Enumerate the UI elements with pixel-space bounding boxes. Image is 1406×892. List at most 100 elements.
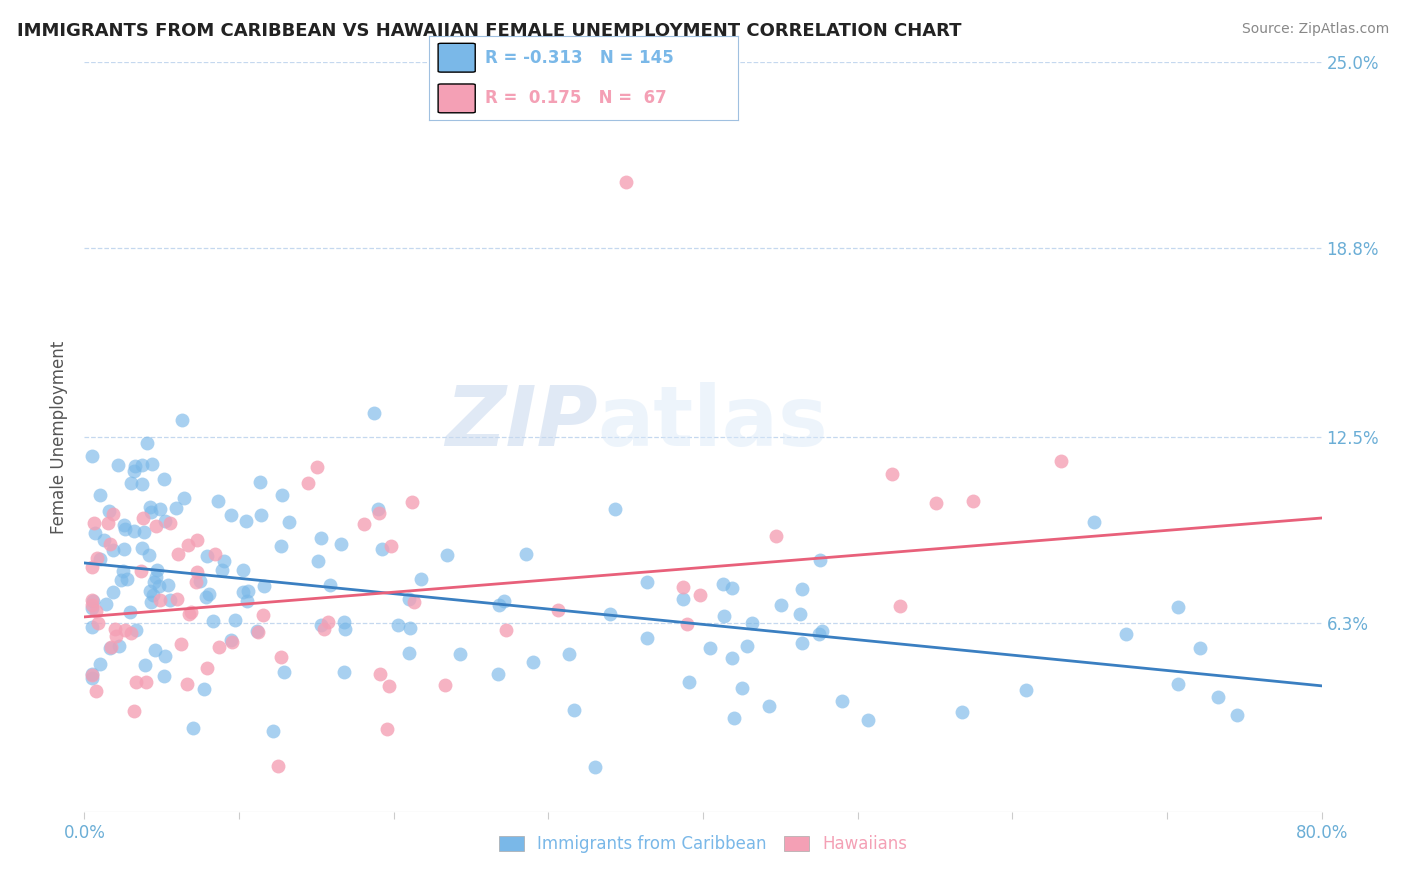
Point bbox=[401, 494, 423, 508]
Point bbox=[221, 635, 243, 649]
Point bbox=[270, 649, 292, 664]
Point bbox=[882, 467, 904, 482]
Point bbox=[1206, 690, 1229, 704]
Point bbox=[84, 604, 107, 618]
Point bbox=[149, 593, 172, 607]
Point bbox=[197, 587, 219, 601]
Point bbox=[138, 500, 160, 514]
Point bbox=[699, 641, 721, 656]
Point bbox=[82, 671, 104, 685]
Point bbox=[433, 678, 456, 692]
Point bbox=[186, 566, 208, 580]
Point bbox=[165, 500, 187, 515]
Point bbox=[380, 539, 402, 553]
Point bbox=[398, 591, 420, 606]
Point bbox=[115, 572, 138, 586]
Point bbox=[614, 175, 637, 189]
Point bbox=[135, 436, 157, 450]
Point bbox=[87, 616, 110, 631]
Point bbox=[249, 475, 271, 489]
Point bbox=[789, 607, 811, 621]
Point bbox=[636, 574, 658, 589]
Text: atlas: atlas bbox=[598, 382, 828, 463]
Point bbox=[603, 502, 626, 516]
Point bbox=[1049, 454, 1071, 468]
Point bbox=[952, 706, 974, 720]
Point bbox=[297, 476, 319, 491]
Point bbox=[84, 684, 107, 698]
Point bbox=[153, 669, 176, 683]
Point bbox=[186, 533, 208, 548]
Point bbox=[721, 581, 744, 595]
Point bbox=[149, 502, 172, 516]
Point bbox=[82, 593, 104, 607]
Point bbox=[273, 665, 295, 680]
Point bbox=[810, 624, 832, 638]
Point bbox=[124, 458, 146, 473]
Point bbox=[100, 640, 122, 654]
Point bbox=[583, 760, 606, 774]
Point bbox=[145, 519, 167, 533]
Point bbox=[808, 553, 831, 567]
Point bbox=[195, 590, 218, 604]
Text: R =  0.175   N =  67: R = 0.175 N = 67 bbox=[485, 89, 666, 107]
Point bbox=[82, 450, 104, 464]
Point bbox=[246, 624, 269, 638]
Point bbox=[212, 554, 235, 568]
Point bbox=[305, 459, 328, 474]
Point bbox=[145, 570, 167, 584]
Point bbox=[387, 618, 409, 632]
Point bbox=[108, 639, 131, 653]
Point bbox=[329, 537, 352, 551]
Point bbox=[219, 508, 242, 522]
Point bbox=[678, 675, 700, 690]
Point bbox=[1083, 515, 1105, 529]
Point bbox=[131, 458, 153, 473]
Point bbox=[808, 627, 831, 641]
Point bbox=[180, 605, 202, 619]
Point bbox=[353, 516, 375, 531]
Point bbox=[173, 491, 195, 505]
Point bbox=[159, 516, 181, 531]
Point bbox=[270, 539, 292, 553]
Point bbox=[104, 629, 127, 643]
Point bbox=[131, 541, 153, 555]
Point bbox=[167, 547, 190, 561]
Point bbox=[486, 667, 509, 681]
Point bbox=[114, 522, 136, 536]
Point bbox=[758, 699, 780, 714]
Point bbox=[253, 579, 276, 593]
Point bbox=[316, 615, 339, 629]
Point bbox=[723, 711, 745, 725]
Point bbox=[249, 508, 271, 522]
Legend: Immigrants from Caribbean, Hawaiians: Immigrants from Caribbean, Hawaiians bbox=[492, 829, 914, 860]
Point bbox=[270, 488, 292, 502]
Point bbox=[139, 595, 162, 609]
Point bbox=[208, 640, 231, 654]
Point bbox=[98, 504, 121, 518]
Point bbox=[82, 594, 104, 608]
Point bbox=[131, 476, 153, 491]
Point bbox=[333, 615, 356, 629]
Point bbox=[177, 607, 200, 622]
Text: R = -0.313   N = 145: R = -0.313 N = 145 bbox=[485, 49, 673, 67]
Point bbox=[197, 549, 219, 563]
Point bbox=[962, 494, 984, 508]
Point bbox=[82, 560, 104, 574]
Point bbox=[889, 599, 911, 613]
Point bbox=[112, 564, 135, 578]
Point bbox=[89, 657, 111, 672]
Point bbox=[398, 646, 420, 660]
Point bbox=[368, 666, 391, 681]
Point bbox=[112, 542, 135, 557]
Point bbox=[153, 649, 176, 664]
Point bbox=[193, 681, 215, 696]
Point bbox=[377, 679, 399, 693]
Text: ZIP: ZIP bbox=[446, 382, 598, 463]
Point bbox=[98, 537, 121, 551]
Point bbox=[731, 681, 754, 695]
Point bbox=[547, 603, 569, 617]
Point bbox=[309, 531, 332, 545]
FancyBboxPatch shape bbox=[439, 84, 475, 112]
Point bbox=[436, 548, 458, 562]
